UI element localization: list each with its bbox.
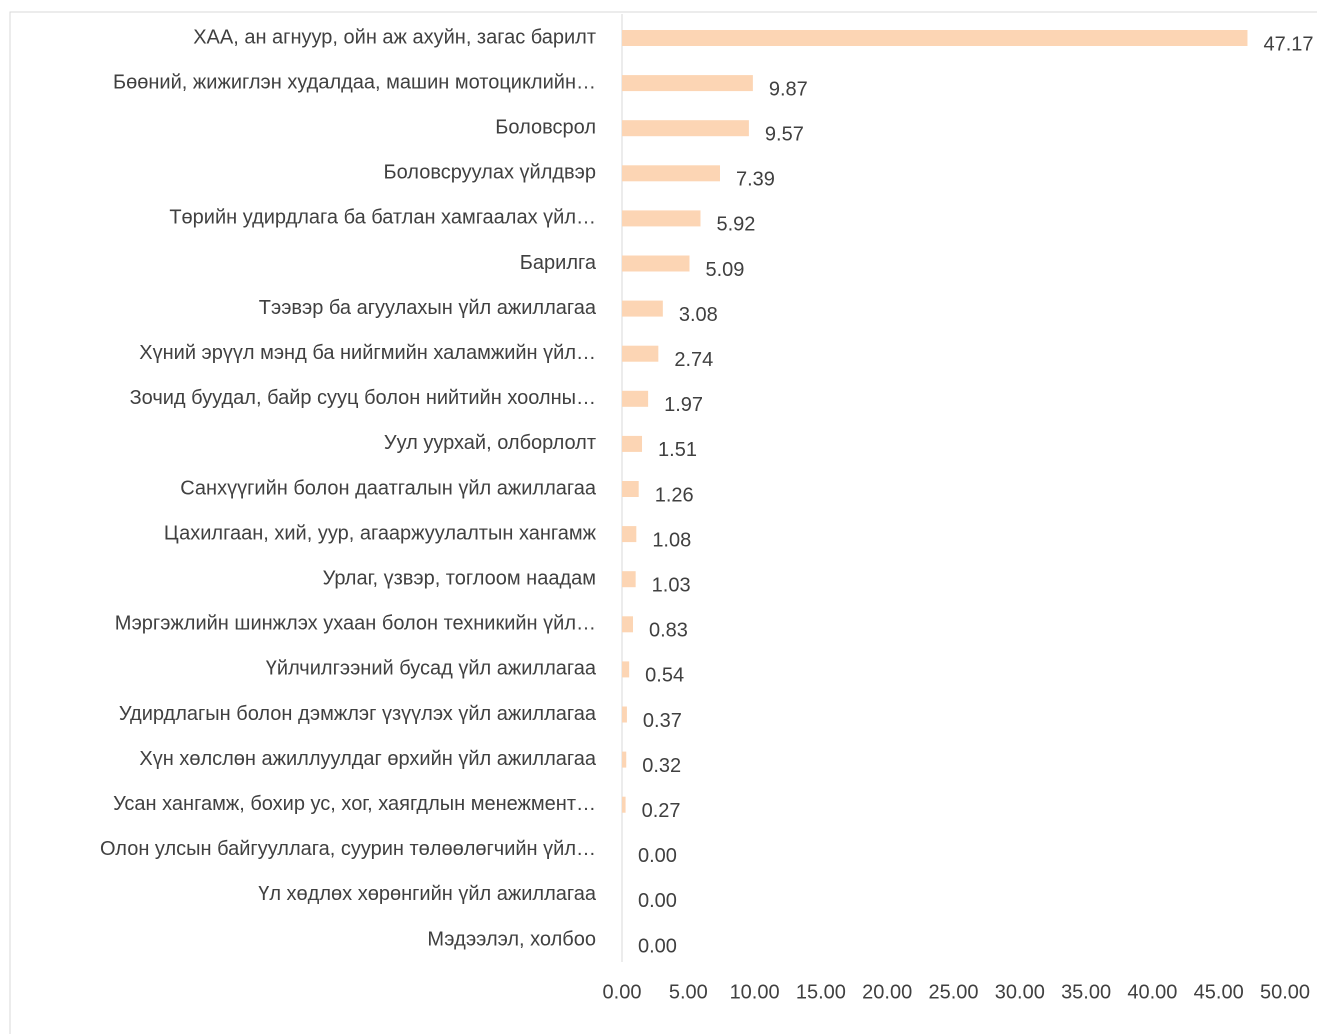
data-label: 0.27 (642, 800, 681, 822)
x-tick-label: 5.00 (669, 981, 708, 1003)
data-label: 1.26 (655, 484, 694, 506)
bar (622, 30, 1248, 46)
x-tick-label: 30.00 (995, 981, 1045, 1003)
data-label: 2.74 (674, 349, 713, 371)
bar (622, 120, 749, 137)
data-label: 1.51 (658, 439, 697, 461)
data-label: 0.37 (643, 710, 682, 732)
category-label: Боловсруулах үйлдвэр (384, 162, 597, 184)
category-label: Олон улсын байгууллага, суурин төлөөлөгч… (100, 838, 596, 860)
data-label: 1.97 (664, 394, 703, 416)
bar (622, 255, 690, 272)
x-tick-label: 20.00 (862, 981, 912, 1003)
data-label: 3.08 (679, 304, 718, 326)
bar (622, 571, 636, 588)
x-tick-label: 50.00 (1260, 981, 1310, 1003)
bar (622, 526, 637, 543)
category-label: Санхүүгийн болон даатгалын үйл ажиллагаа (180, 477, 597, 499)
bar (622, 345, 659, 362)
data-label: 9.57 (765, 123, 804, 145)
bar (622, 751, 627, 768)
bar (622, 796, 626, 813)
chart-frame (9, 11, 1317, 1034)
bar (622, 706, 627, 723)
data-label: 0.00 (638, 935, 677, 957)
category-label: Хүн хөлслөн ажиллуулдаг өрхийн үйл ажилл… (139, 748, 596, 770)
bar (622, 390, 649, 407)
category-label: Зочид буудал, байр сууц болон нийтийн хо… (130, 387, 596, 409)
category-label: Мэдээлэл, холбоо (427, 928, 596, 950)
category-label: Барилга (520, 252, 597, 274)
x-tick-label: 0.00 (603, 981, 642, 1003)
category-label: Цахилгаан, хий, уур, агааржуулалтын ханг… (164, 522, 597, 544)
category-label: ХАА, ан агнуур, ойн аж ахуйн, загас бари… (193, 26, 596, 48)
bar (622, 165, 720, 182)
data-label: 47.17 (1263, 33, 1313, 55)
data-label: 0.00 (638, 890, 677, 912)
bar (622, 616, 634, 633)
bar (622, 661, 630, 678)
x-tick-label: 10.00 (730, 981, 780, 1003)
bar (622, 481, 639, 497)
category-label: Хүний эрүүл мэнд ба нийгмийн халамжийн ү… (139, 342, 596, 364)
data-label: 7.39 (736, 169, 775, 191)
x-tick-label: 45.00 (1194, 981, 1244, 1003)
data-label: 0.83 (649, 620, 688, 642)
data-label: 0.54 (645, 665, 684, 687)
x-tick-label: 40.00 (1127, 981, 1177, 1003)
category-label: Тээвэр ба агуулахын үйл ажиллагаа (259, 297, 597, 319)
category-label: Мэргэжлийн шинжлэх ухаан болон техникийн… (115, 613, 596, 635)
bar (622, 435, 643, 452)
x-tick-label: 35.00 (1061, 981, 1111, 1003)
bar (622, 300, 663, 317)
x-tick-label: 15.00 (796, 981, 846, 1003)
category-label: Үйлчилгээний бусад үйл ажиллагаа (266, 658, 597, 680)
bar (622, 75, 753, 92)
category-label: Усан хангамж, бохир ус, хог, хаягдлын ме… (113, 793, 596, 815)
category-label: Удирдлагын болон дэмжлэг үзүүлэх үйл ажи… (119, 703, 597, 725)
category-label: Үл хөдлөх хөрөнгийн үйл ажиллагаа (258, 883, 597, 905)
category-label: Төрийн удирдлага ба батлан хамгаалах үйл… (169, 207, 596, 229)
data-label: 1.03 (652, 574, 691, 596)
data-label: 0.00 (638, 845, 677, 867)
bar (622, 210, 701, 227)
data-label: 0.32 (642, 755, 681, 777)
category-label: Уул уурхай, олборлолт (384, 432, 596, 454)
data-label: 5.09 (705, 259, 744, 281)
category-label: Боловсрол (495, 116, 596, 138)
data-label: 5.92 (716, 214, 755, 236)
category-label: Бөөний, жижиглэн худалдаа, машин мотоцик… (113, 71, 596, 93)
data-label: 1.08 (652, 529, 691, 551)
x-tick-label: 25.00 (928, 981, 978, 1003)
category-label: Урлаг, үзвэр, тоглоом наадам (323, 567, 596, 589)
data-label: 9.87 (769, 78, 808, 100)
